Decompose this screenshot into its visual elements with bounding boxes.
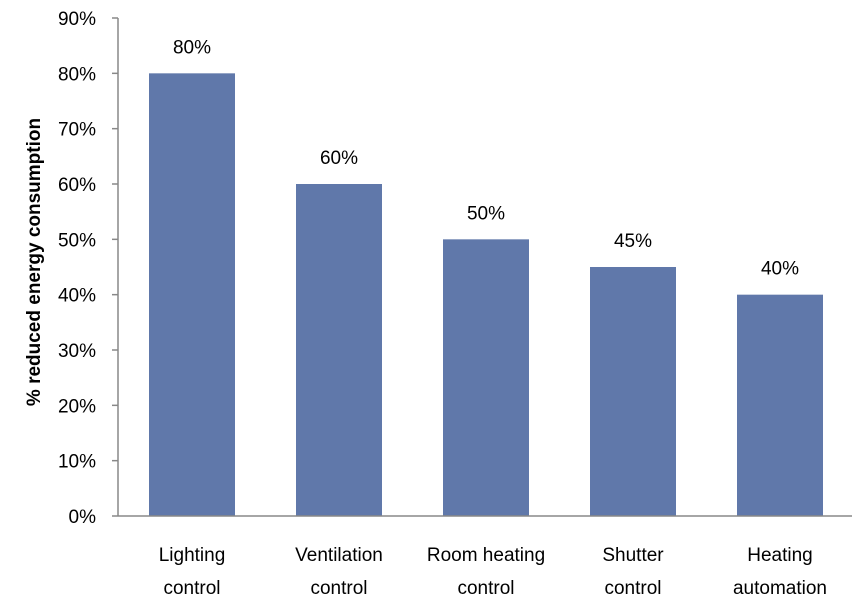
bar <box>737 294 823 516</box>
y-tick-label: 20% <box>58 396 96 417</box>
x-category-label: Room heating control <box>427 545 545 599</box>
bar-data-label: 50% <box>467 203 505 224</box>
x-category-label-line: Ventilation <box>295 545 383 566</box>
x-category-label: Heating automation <box>733 545 827 599</box>
bar <box>296 184 382 516</box>
y-tick-label: 80% <box>58 64 96 85</box>
bar-data-label: 40% <box>761 259 799 280</box>
y-tick-label: 0% <box>69 507 97 528</box>
bar <box>590 267 676 516</box>
data-labels: 80% 60% 50% 45% 40% <box>173 37 799 279</box>
y-axis-title: % reduced energy consumption <box>24 118 45 406</box>
bar-data-label: 60% <box>320 148 358 169</box>
y-tick-label: 40% <box>58 286 96 307</box>
y-tick-label: 10% <box>58 452 96 473</box>
bar <box>443 239 529 517</box>
x-category-label-line: Heating <box>747 545 813 566</box>
bar-data-label: 45% <box>614 231 652 252</box>
x-category-label-line: Shutter <box>602 545 664 566</box>
x-category-label: Lighting control <box>159 545 226 599</box>
bars <box>149 73 823 517</box>
x-category-label: Ventilation control <box>295 545 383 599</box>
x-category-label-line: control <box>163 578 220 599</box>
x-category-label-line: Room heating <box>427 545 545 566</box>
bar <box>149 73 235 516</box>
y-tick-label: 50% <box>58 230 96 251</box>
y-tick-label: 90% <box>58 9 96 30</box>
y-tick-label: 60% <box>58 175 96 196</box>
x-category-label: Shutter control <box>602 545 664 599</box>
x-category-label-line: control <box>457 578 514 599</box>
y-axis-ticks: 0% 10% 20% 30% 40% 50% 60% 70% 80% 90% <box>58 9 118 528</box>
y-tick-label: 70% <box>58 120 96 141</box>
bar-data-label: 80% <box>173 37 211 58</box>
x-category-label-line: control <box>604 578 661 599</box>
x-category-label-line: automation <box>733 578 827 599</box>
x-category-label-line: control <box>310 578 367 599</box>
y-tick-label: 30% <box>58 341 96 362</box>
x-category-label-line: Lighting <box>159 545 226 566</box>
